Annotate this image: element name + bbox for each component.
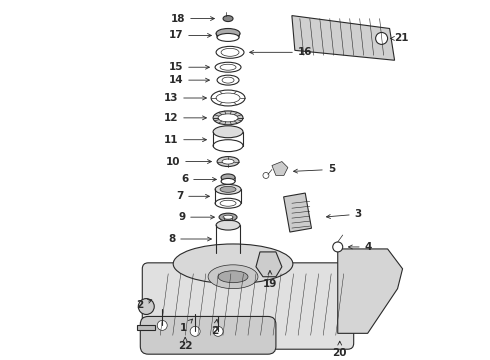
Text: 4: 4 [348,242,372,252]
Ellipse shape [376,32,388,44]
Ellipse shape [215,198,241,208]
Ellipse shape [217,33,239,41]
Bar [284,193,312,232]
Ellipse shape [216,46,244,58]
Ellipse shape [220,186,236,192]
Ellipse shape [208,265,258,289]
Ellipse shape [138,298,154,315]
Ellipse shape [213,140,243,152]
Ellipse shape [219,213,237,221]
Text: 2: 2 [212,319,219,336]
Ellipse shape [211,90,245,106]
Ellipse shape [190,327,200,336]
Ellipse shape [333,242,343,252]
Ellipse shape [173,244,293,284]
Text: 11: 11 [164,135,206,145]
Ellipse shape [223,215,233,219]
Ellipse shape [213,111,243,125]
Text: 22: 22 [178,337,193,351]
Ellipse shape [220,64,236,70]
Ellipse shape [216,220,240,230]
Ellipse shape [216,93,240,103]
Text: 20: 20 [333,341,347,358]
Polygon shape [292,15,394,60]
Ellipse shape [215,62,241,72]
Ellipse shape [222,77,234,83]
Ellipse shape [222,159,234,164]
Ellipse shape [217,75,239,85]
Text: 2: 2 [136,300,152,310]
Text: 10: 10 [166,157,211,167]
Ellipse shape [221,179,235,184]
Ellipse shape [263,262,273,272]
Text: 18: 18 [171,14,214,23]
Text: 7: 7 [176,191,209,201]
Ellipse shape [216,28,240,39]
FancyBboxPatch shape [140,316,276,354]
Polygon shape [272,162,288,175]
Text: 14: 14 [169,75,209,85]
Ellipse shape [218,271,248,283]
Text: 1: 1 [179,319,193,333]
Ellipse shape [263,172,269,179]
Ellipse shape [217,157,239,167]
Ellipse shape [218,114,238,122]
Text: 17: 17 [169,31,211,40]
Ellipse shape [223,15,233,22]
Ellipse shape [157,320,167,330]
Text: 9: 9 [178,212,214,222]
Text: 16: 16 [250,47,312,57]
Ellipse shape [213,126,243,138]
Ellipse shape [221,48,239,56]
Text: 8: 8 [168,234,211,244]
Text: 5: 5 [294,165,335,175]
Ellipse shape [215,184,241,194]
Ellipse shape [213,327,223,336]
Text: 6: 6 [181,175,217,184]
Text: 13: 13 [164,93,206,103]
Polygon shape [338,249,403,333]
Text: 21: 21 [391,33,409,44]
Text: 19: 19 [263,270,277,289]
Text: 3: 3 [326,209,362,219]
Text: 12: 12 [164,113,206,123]
Polygon shape [256,252,282,277]
Ellipse shape [221,174,235,181]
Text: 15: 15 [169,62,209,72]
Ellipse shape [220,200,236,206]
FancyBboxPatch shape [142,263,354,349]
Bar [137,325,155,330]
Ellipse shape [216,248,240,258]
